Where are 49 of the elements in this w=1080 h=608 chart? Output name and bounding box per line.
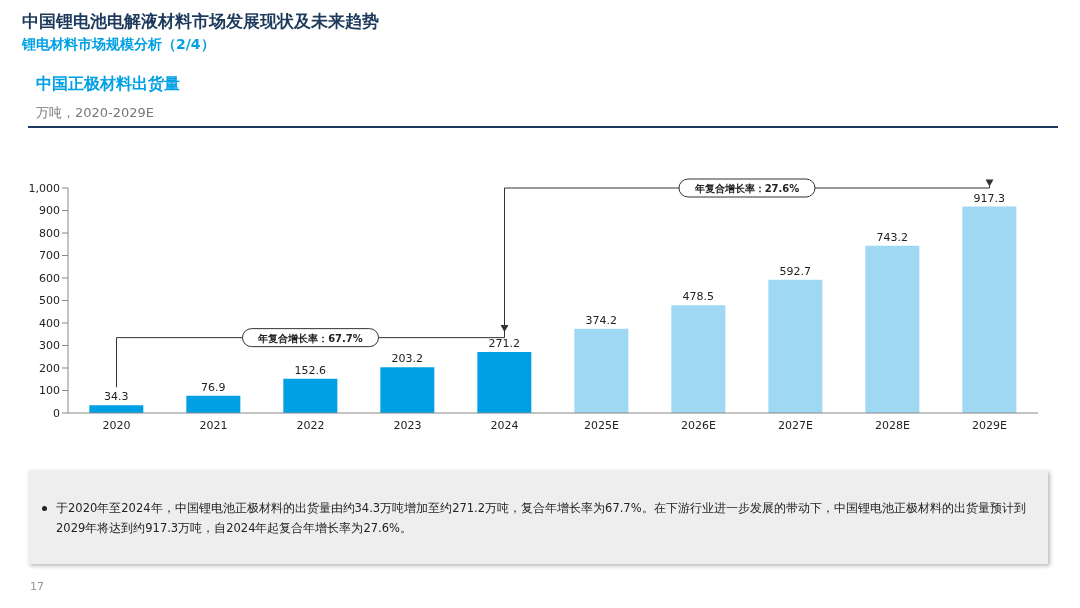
bar xyxy=(283,378,338,413)
bar xyxy=(962,206,1017,413)
data-label: 203.2 xyxy=(391,352,424,366)
x-tick-label: 2028E xyxy=(875,418,911,432)
y-tick-label: 400 xyxy=(39,316,60,330)
y-tick-label: 200 xyxy=(39,361,60,375)
x-tick-label: 2026E xyxy=(681,418,717,432)
data-label: 917.3 xyxy=(973,191,1006,205)
y-tick-label: 100 xyxy=(39,384,60,398)
chart-subtitle: 万吨，2020-2029E xyxy=(36,104,155,122)
bar xyxy=(574,328,629,413)
data-label: 592.7 xyxy=(779,264,812,278)
x-tick-label: 2025E xyxy=(584,418,620,432)
text: 于2020年至2024年，中国锂电池正极材料的出货量由约34.3万吨增加至约271.2万吨，复合年增长率为67.7%。在下游行业进一步发展的带动下，中国锂电池正极材料的出货量预计到2029年将达到约917.3万吨，自2024年起复合年增长率为27.6%。 xyxy=(28,470,1048,564)
bar xyxy=(380,367,435,413)
x-tick-label: 2022 xyxy=(296,418,325,432)
bar xyxy=(671,305,726,413)
y-tick-label: 900 xyxy=(39,204,60,218)
bar xyxy=(477,351,532,413)
y-tick-label: 700 xyxy=(39,249,60,263)
x-tick-label: 2027E xyxy=(778,418,814,432)
x-tick-label: 2023 xyxy=(393,418,422,432)
y-tick-label: 1,000 xyxy=(28,181,60,195)
data-label: 76.9 xyxy=(201,380,226,394)
data-label: 271.2 xyxy=(488,336,521,350)
data-label: 152.6 xyxy=(294,363,327,377)
bar xyxy=(89,405,144,413)
data-label: 743.2 xyxy=(876,230,909,244)
chart-title: 中国正极材料出货量 xyxy=(36,74,180,95)
text: 中国锂电池电解液材料市场发展现状及未来趋势 xyxy=(22,10,379,33)
data-label: 34.3 xyxy=(104,390,129,404)
y-tick-label: 0 xyxy=(53,406,60,420)
bar xyxy=(768,279,823,413)
x-tick-label: 2021 xyxy=(199,418,228,432)
text: 17 xyxy=(30,580,44,593)
data-label: 478.5 xyxy=(682,290,715,304)
y-tick-label: 800 xyxy=(39,226,60,240)
x-tick-label: 2024 xyxy=(490,418,519,432)
x-tick-label: 2029E xyxy=(972,418,1008,432)
bar xyxy=(186,395,241,413)
text: 锂电材料市场规模分析（2/4） xyxy=(22,36,215,54)
bar xyxy=(865,245,920,413)
annotation: 年复合增长率：27.6% xyxy=(693,183,800,194)
data-label: 374.2 xyxy=(585,313,618,327)
x-tick-label: 2020 xyxy=(102,418,131,432)
y-tick-label: 600 xyxy=(39,271,60,285)
y-tick-label: 300 xyxy=(39,339,60,353)
annotation: 年复合增长率：67.7% xyxy=(257,332,363,344)
y-tick-label: 500 xyxy=(39,294,60,308)
